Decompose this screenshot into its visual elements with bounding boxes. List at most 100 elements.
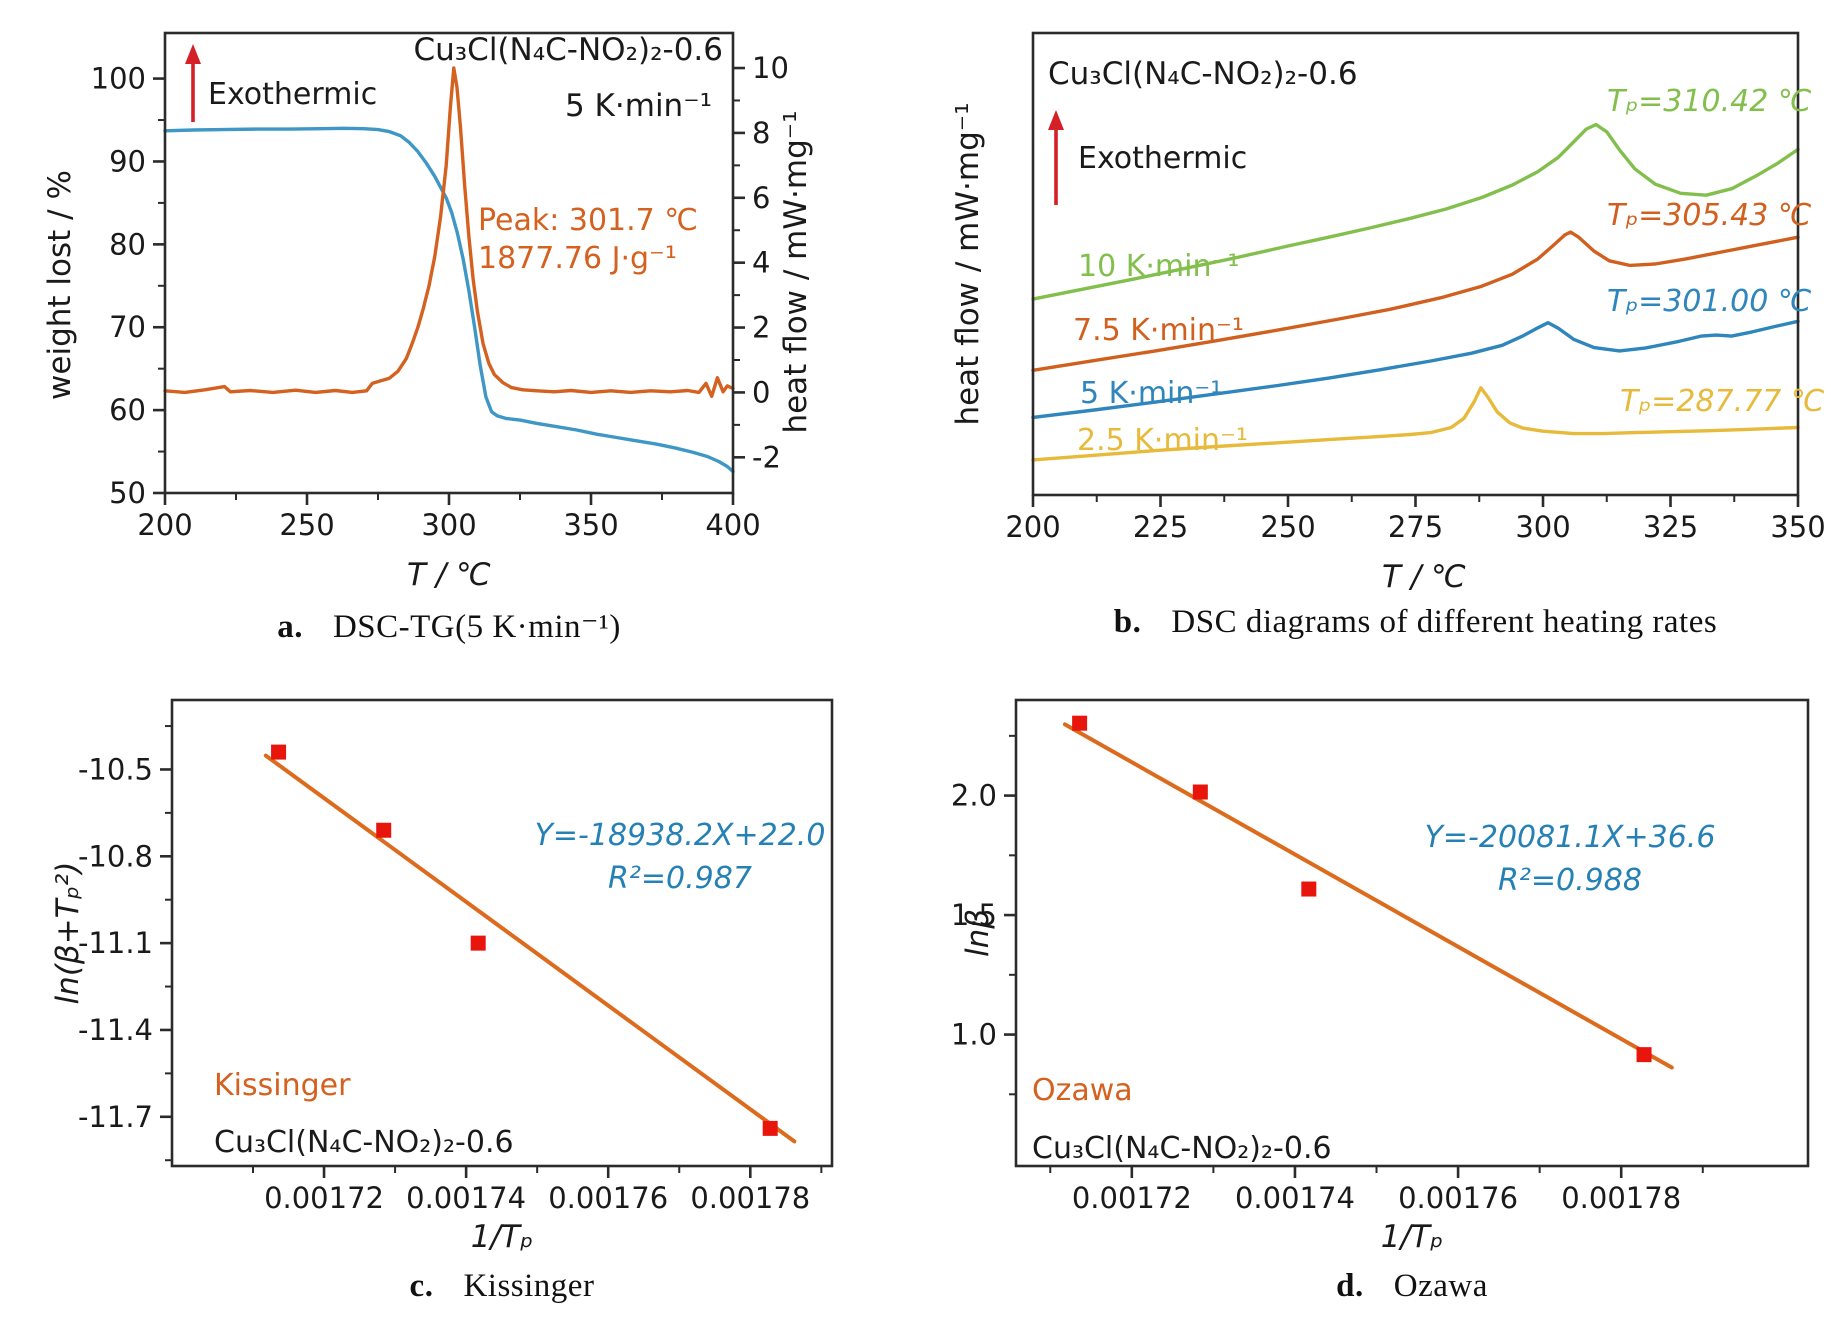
panel-c-r-squared: R²=0.987: [608, 861, 752, 896]
panel-d-ylabel: lnβ: [960, 909, 996, 957]
curve-tg-weight-lost: [163, 126, 735, 474]
y-axis-left-c: -10.5 -10.8 -11.1 -11.4 -11.7: [78, 725, 172, 1162]
fit-line-c: [263, 753, 797, 1144]
y-axis-right-a: -2 0 2 4 6 8 10: [733, 51, 789, 474]
panel-c-ylabel: ln(β+Tₚ²): [50, 862, 86, 1005]
data-point-d-1: [1072, 715, 1088, 731]
rate-label-7-5k: 7.5 K·min⁻¹: [1073, 313, 1244, 348]
panel-a: 200 250 300 350 400 50 60 70 80 90 100 -2 0 2 4 6 8 10 Cu₃…: [42, 31, 814, 593]
y-tick-label: 80: [109, 227, 146, 261]
fit-line-d: [1062, 722, 1674, 1070]
y-axis-left-a: 50 60 70 80 90 100: [91, 62, 165, 510]
x-tick-label: 0.00178: [1561, 1181, 1681, 1215]
plot-frame-d: [1014, 698, 1810, 1168]
y-tick-label: 0: [752, 375, 770, 409]
data-point-d-2: [1192, 784, 1208, 800]
curve-10-k-min-: [1031, 122, 1800, 301]
y-tick-label: 6: [752, 181, 770, 215]
caption-c-text: Kissinger: [463, 1268, 595, 1304]
caption-d-text: Ozawa: [1393, 1268, 1488, 1304]
data-point-c-2: [376, 822, 392, 838]
data-point-c-4: [762, 1120, 778, 1136]
panel-d-r-squared: R²=0.988: [1498, 863, 1642, 898]
x-tick-label: 275: [1388, 510, 1443, 544]
caption-b-letter: b.: [1113, 604, 1142, 640]
rate-label-2-5k: 2.5 K·min⁻¹: [1077, 423, 1248, 458]
curve-5-k-min-: [1031, 319, 1800, 420]
x-tick-label: 325: [1643, 510, 1698, 544]
x-tick-label: 0.00176: [1398, 1181, 1518, 1215]
panel-a-heating-rate: 5 K·min⁻¹: [565, 88, 712, 124]
y-tick-label: -10.5: [78, 752, 153, 786]
panel-a-exothermic-label: Exothermic: [208, 77, 377, 112]
tp-label-5k: Tₚ=301.00 ℃: [1607, 284, 1812, 319]
data-point-c-3: [470, 935, 486, 951]
x-tick-label: 400: [705, 508, 760, 542]
panel-d: 0.00172 0.00174 0.00176 0.00178 1.0 1.5 2.0 Y=-…: [951, 698, 1810, 1255]
y-tick-label: 60: [109, 393, 146, 427]
y-tick-label: 4: [752, 246, 770, 280]
x-tick-label: 300: [421, 508, 476, 542]
panel-a-title: Cu₃Cl(N₄C-NO₂)₂-0.6: [413, 32, 723, 68]
panel-c-compound-label: Cu₃Cl(N₄C-NO₂)₂-0.6: [214, 1125, 514, 1160]
panel-b-title: Cu₃Cl(N₄C-NO₂)₂-0.6: [1048, 56, 1358, 92]
y-tick-label: -2: [752, 440, 781, 474]
rate-label-10k: 10 K·min⁻¹: [1078, 249, 1239, 284]
y-tick-label: 2.0: [951, 779, 997, 813]
x-axis-b: 200 225 250 275 300 325 350: [1005, 495, 1826, 544]
y-tick-label: 2: [752, 311, 770, 345]
panel-c: 0.00172 0.00174 0.00176 0.00178-10.5-10.8-1…: [50, 698, 834, 1255]
x-tick-label: 200: [1005, 510, 1060, 544]
y-tick-label: 70: [109, 310, 146, 344]
y-tick-label: 90: [109, 144, 146, 178]
x-tick-label: 0.00176: [548, 1181, 668, 1215]
x-tick-label: 0.00172: [1072, 1181, 1192, 1215]
panel-b-ylabel: heat flow / mW·mg⁻¹: [950, 102, 986, 425]
caption-a-letter: a.: [277, 609, 303, 645]
panel-a-ylabel-right: heat flow / mW·mg⁻¹: [778, 110, 814, 433]
data-point-d-3: [1301, 881, 1317, 897]
panel-c-equation: Y=-18938.2X+22.0: [535, 818, 826, 853]
x-tick-label: 0.00174: [1235, 1181, 1355, 1215]
y-tick-label: -11.7: [78, 1100, 153, 1134]
x-tick-label: 350: [1770, 510, 1825, 544]
panel-b: 200 225 250 275 300 325 350 Cu₃Cl(N₄C-NO₂)₂-0.6…: [950, 31, 1826, 595]
exothermic-arrow-icon: [1048, 110, 1064, 205]
panel-d-compound-label: Cu₃Cl(N₄C-NO₂)₂-0.6: [1032, 1131, 1332, 1166]
y-tick-label: 100: [91, 62, 146, 96]
panel-b-xlabel: T / ℃: [1382, 559, 1466, 595]
curve-2.5-k-min-: [1031, 386, 1800, 462]
panel-c-xlabel: 1/Tₚ: [471, 1219, 533, 1255]
tp-label-2-5k: Tₚ=287.77 ℃: [1620, 384, 1825, 419]
y-tick-label: 10: [752, 51, 789, 85]
data-point-c-1: [271, 744, 287, 760]
x-tick-label: 250: [1260, 510, 1315, 544]
data-point-d-4: [1636, 1047, 1652, 1063]
caption-panel-d: d. Ozawa: [1016, 1268, 1808, 1305]
curve-dsc-heat-flow: [163, 66, 735, 398]
x-axis-a: 200 250 300 350 400: [137, 493, 761, 542]
x-tick-label: 350: [563, 508, 618, 542]
rate-label-5k: 5 K·min⁻¹: [1080, 376, 1222, 411]
caption-c-letter: c.: [409, 1268, 434, 1304]
x-tick-label: 300: [1515, 510, 1570, 544]
tp-label-7-5k: Tₚ=305.43 ℃: [1607, 198, 1812, 233]
panel-d-xlabel: 1/Tₚ: [1381, 1219, 1443, 1255]
caption-a-text: DSC-TG(5 K·min⁻¹): [332, 609, 621, 645]
curve-7.5-k-min-: [1031, 230, 1800, 372]
panel-a-ylabel-left: weight lost / %: [42, 170, 78, 400]
panel-a-peak-enthalpy: 1877.76 J·g⁻¹: [478, 241, 677, 276]
y-tick-label: 1.0: [951, 1018, 997, 1052]
caption-b-text: DSC diagrams of different heating rates: [1171, 604, 1718, 640]
y-tick-label: 8: [752, 116, 770, 150]
caption-panel-c: c. Kissinger: [172, 1268, 832, 1305]
caption-panel-a: a. DSC-TG(5 K·min⁻¹): [165, 606, 733, 646]
x-tick-label: 250: [279, 508, 334, 542]
plot-frame-c: [170, 698, 834, 1168]
y-tick-label: 1.5: [951, 898, 997, 932]
x-axis-d: 0.00172 0.00174 0.00176 0.00178: [1049, 1166, 1704, 1215]
y-tick-label: -11.4: [78, 1013, 153, 1047]
panel-d-method-label: Ozawa: [1032, 1073, 1133, 1108]
